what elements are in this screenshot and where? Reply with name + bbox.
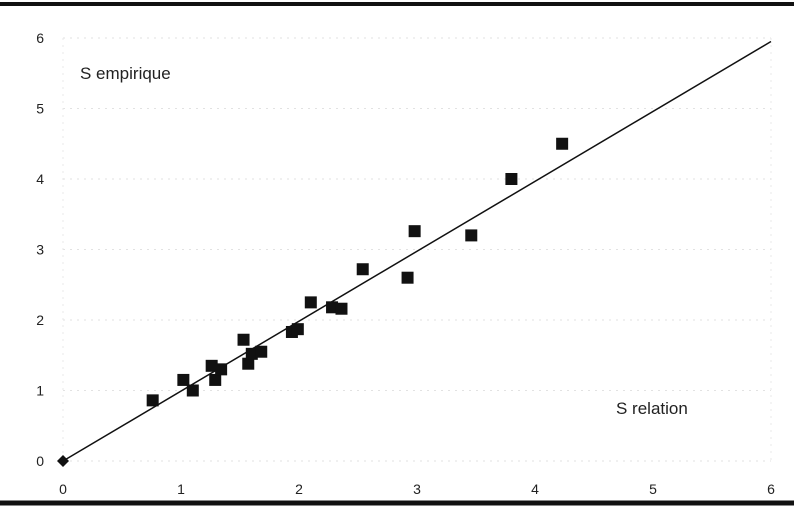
data-point bbox=[304, 296, 317, 309]
x-tick-label: 0 bbox=[59, 481, 67, 497]
data-points bbox=[57, 137, 569, 467]
s-empirique-label: S empirique bbox=[80, 64, 171, 83]
x-tick-label: 5 bbox=[649, 481, 657, 497]
y-tick-label: 4 bbox=[36, 171, 44, 187]
x-tick-label: 1 bbox=[177, 481, 185, 497]
x-axis-ticks: 0 1 2 3 4 5 6 bbox=[59, 481, 775, 497]
x-tick-label: 4 bbox=[531, 481, 539, 497]
x-tick-label: 3 bbox=[413, 481, 421, 497]
data-point bbox=[505, 173, 518, 185]
data-point bbox=[177, 373, 190, 386]
data-point bbox=[556, 137, 569, 150]
y-tick-label: 1 bbox=[36, 383, 44, 399]
data-point bbox=[408, 225, 421, 238]
data-point bbox=[326, 301, 339, 314]
y-tick-label: 3 bbox=[36, 242, 44, 258]
data-point bbox=[245, 347, 258, 360]
data-point bbox=[205, 359, 218, 372]
data-point bbox=[186, 384, 199, 397]
s-relation-label: S relation bbox=[616, 399, 688, 418]
grid-layer bbox=[62, 37, 772, 462]
data-point bbox=[465, 229, 478, 242]
data-point bbox=[215, 363, 228, 376]
y-axis-ticks: 0 1 2 3 4 5 6 bbox=[36, 30, 44, 469]
data-point bbox=[291, 323, 304, 336]
data-point bbox=[401, 271, 414, 284]
y-tick-label: 6 bbox=[36, 30, 44, 46]
data-point bbox=[237, 333, 250, 346]
trend-line bbox=[62, 40, 772, 462]
data-point bbox=[335, 302, 348, 315]
data-point bbox=[255, 345, 268, 358]
data-point bbox=[209, 373, 222, 386]
data-point bbox=[146, 394, 159, 407]
data-point bbox=[356, 263, 369, 276]
y-tick-label: 5 bbox=[36, 101, 44, 117]
y-tick-label: 0 bbox=[36, 453, 44, 469]
data-point bbox=[242, 357, 255, 370]
x-tick-label: 2 bbox=[295, 481, 303, 497]
origin-point bbox=[57, 455, 69, 467]
y-tick-label: 2 bbox=[36, 312, 44, 328]
x-tick-label: 6 bbox=[767, 481, 775, 497]
